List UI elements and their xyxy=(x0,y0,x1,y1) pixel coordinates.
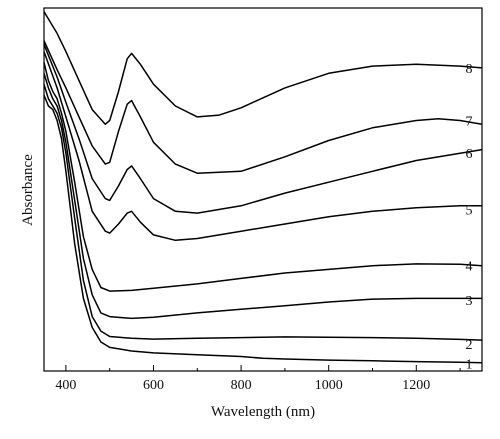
x-tick-label-800: 800 xyxy=(231,378,252,393)
curve-label-7: 7 xyxy=(466,115,473,130)
x-axis-title: Wavelength (nm) xyxy=(211,404,315,420)
curve-label-2: 2 xyxy=(466,338,473,353)
plot-frame xyxy=(43,7,483,372)
series-curves xyxy=(43,11,483,364)
series-labels: 1 2 3 4 5 6 7 8 xyxy=(466,62,473,373)
curve-6 xyxy=(43,44,483,214)
curve-label-3: 3 xyxy=(466,294,473,309)
curve-4 xyxy=(43,62,483,292)
curve-7 xyxy=(43,40,483,174)
curve-label-5: 5 xyxy=(466,204,473,219)
curve-5 xyxy=(43,51,482,242)
curve-8 xyxy=(43,11,483,125)
curve-3 xyxy=(43,73,482,320)
curve-label-8: 8 xyxy=(466,62,473,77)
x-tick-label-400: 400 xyxy=(55,378,76,393)
curve-1 xyxy=(43,94,483,364)
x-tick-label-1200: 1200 xyxy=(402,378,430,393)
x-tick-label-600: 600 xyxy=(143,378,164,393)
curve-label-4: 4 xyxy=(466,260,473,275)
curve-2 xyxy=(43,83,483,341)
curve-label-6: 6 xyxy=(466,147,473,162)
x-axis-ticks: 400 600 800 1000 1200 xyxy=(55,365,461,393)
x-tick-label-1000: 1000 xyxy=(315,378,343,393)
curve-label-1: 1 xyxy=(466,358,473,373)
y-axis-title: Absorbance xyxy=(20,154,36,226)
